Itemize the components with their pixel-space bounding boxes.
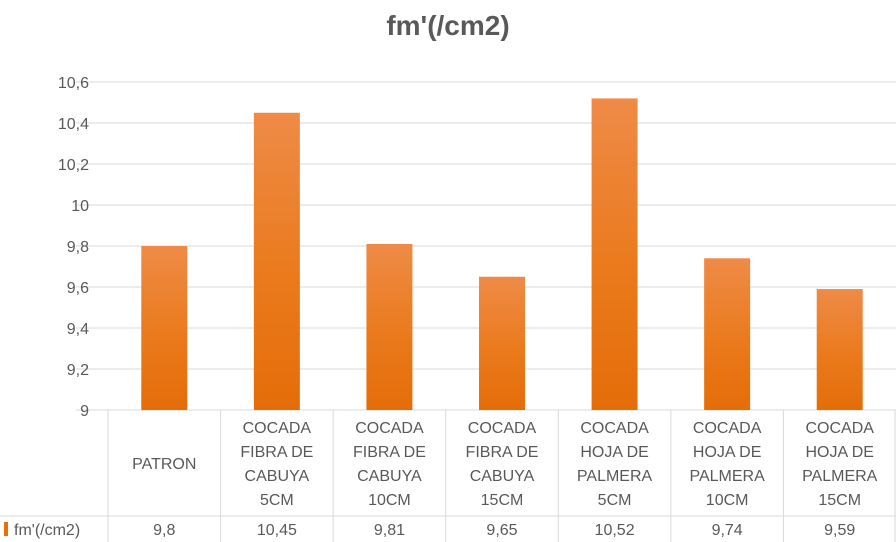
category-label: 15CM xyxy=(818,492,861,509)
category-label: COCADA xyxy=(243,420,312,437)
category-label: PALMERA xyxy=(690,468,766,485)
category-label: COCADA xyxy=(580,420,649,437)
data-table-value: 9,81 xyxy=(374,522,405,539)
category-label: COCADA xyxy=(355,420,424,437)
category-label: COCADA xyxy=(805,420,874,437)
legend-key xyxy=(4,522,8,536)
category-label: 10CM xyxy=(368,492,411,509)
category-label: 10CM xyxy=(706,492,749,509)
data-table-value: 10,45 xyxy=(257,522,297,539)
category-label: PALMERA xyxy=(802,468,878,485)
category-label: CABUYA xyxy=(245,468,310,485)
bar xyxy=(479,276,525,410)
legend-label: fm'(/cm2) xyxy=(14,522,80,539)
y-tick-label: 9,2 xyxy=(67,362,89,379)
bar xyxy=(591,98,638,411)
category-label: HOJA DE xyxy=(693,444,761,461)
category-label: PALMERA xyxy=(577,468,653,485)
category-label: 15CM xyxy=(481,492,524,509)
bar xyxy=(141,246,188,410)
category-label: 5CM xyxy=(598,492,632,509)
bar xyxy=(704,258,751,410)
category-label: FIBRA DE xyxy=(240,444,313,461)
category-label: HOJA DE xyxy=(805,444,873,461)
bar xyxy=(816,289,863,410)
bar xyxy=(366,243,413,410)
y-tick-label: 10,2 xyxy=(58,157,89,174)
category-label: FIBRA DE xyxy=(466,444,539,461)
category-label: CABUYA xyxy=(357,468,422,485)
data-table-value: 9,59 xyxy=(824,522,855,539)
data-table-value: 9,74 xyxy=(712,522,743,539)
chart-title: fm'(/cm2) xyxy=(386,10,510,41)
category-label: CABUYA xyxy=(470,468,535,485)
bar xyxy=(253,112,300,410)
category-label: PATRON xyxy=(132,456,196,473)
data-table-value: 9,8 xyxy=(153,522,175,539)
category-label: 5CM xyxy=(260,492,294,509)
y-tick-label: 9,6 xyxy=(67,280,89,297)
category-label: COCADA xyxy=(468,420,537,437)
y-tick-label: 9 xyxy=(80,403,89,420)
bars xyxy=(141,98,863,411)
category-label: COCADA xyxy=(693,420,762,437)
data-table: PATRON COCADA FIBRA DE CABUYA 5CM COCADA FIBRA… xyxy=(0,410,896,542)
y-tick-label: 10,4 xyxy=(58,116,89,133)
y-tick-label: 9,4 xyxy=(67,321,89,338)
y-tick-label: 9,8 xyxy=(67,239,89,256)
y-tick-label: 10,6 xyxy=(58,75,89,92)
category-label: HOJA DE xyxy=(580,444,648,461)
data-table-value: 10,52 xyxy=(595,522,635,539)
category-label: FIBRA DE xyxy=(353,444,426,461)
y-tick-label: 10 xyxy=(71,198,89,215)
data-table-value: 9,65 xyxy=(486,522,517,539)
y-axis-ticks: 9 9,2 9,4 9,6 9,8 10 10,2 10,4 10,6 xyxy=(58,75,89,420)
